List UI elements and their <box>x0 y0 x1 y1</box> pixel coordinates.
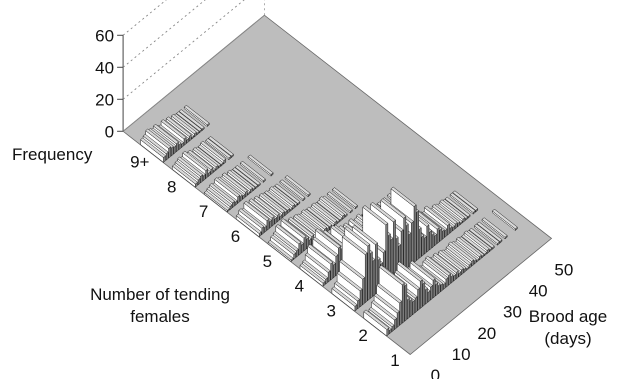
x-tick-label: 2 <box>358 326 367 345</box>
y-tick-label: 10 <box>452 345 471 364</box>
z-gridline <box>122 14 265 132</box>
x-tick-label: 7 <box>199 202 208 221</box>
z-tick-label: 20 <box>95 90 114 109</box>
bar <box>284 175 311 198</box>
x-tick-label: 3 <box>326 301 335 320</box>
y-tick-label: 0 <box>431 366 440 379</box>
bar <box>267 239 294 263</box>
bar <box>299 263 326 287</box>
z-tick-label: 0 <box>105 122 114 141</box>
bar <box>331 286 358 312</box>
x-axis-label-line2: females <box>130 307 190 326</box>
x-tick-label: 5 <box>263 252 272 271</box>
axis-labels: Frequency Number of tending females Broo… <box>12 145 607 348</box>
bar <box>326 191 353 214</box>
x-tick-label: 1 <box>390 351 399 370</box>
bar <box>481 217 508 240</box>
bar <box>449 192 476 215</box>
bar <box>235 213 262 238</box>
bar <box>239 160 266 183</box>
z-gridline <box>122 0 167 36</box>
bar <box>183 104 210 128</box>
z-tick-label: 60 <box>95 26 114 45</box>
bars-group <box>140 104 518 337</box>
y-tick-label: 40 <box>529 282 548 301</box>
bar <box>203 190 230 213</box>
z-tick-label: 40 <box>95 58 114 77</box>
z-gridline <box>122 0 245 100</box>
x-tick-label: 9+ <box>130 153 149 172</box>
y-tick-label: 50 <box>554 260 573 279</box>
bar <box>279 179 306 202</box>
y-tick-label: 20 <box>477 324 496 343</box>
x-tick-label: 4 <box>295 277 304 296</box>
bar <box>363 309 390 337</box>
back-walls <box>117 0 265 132</box>
z-axis-label: Frequency <box>12 145 93 164</box>
tick-labels: 0 20 40 60 1 2 3 4 5 6 7 8 9+ 0 10 20 30 40 50 <box>95 26 573 379</box>
y-tick-label: 30 <box>503 303 522 322</box>
bar <box>491 208 518 232</box>
x-axis-label-line1: Number of tending <box>90 285 230 304</box>
bar <box>140 137 166 163</box>
bar <box>205 138 232 161</box>
z-gridline <box>122 0 206 68</box>
bar <box>171 163 198 188</box>
bar <box>247 154 274 177</box>
x-tick-label: 8 <box>167 177 176 196</box>
y-axis-label-line2: (days) <box>544 329 591 348</box>
bar <box>473 223 500 246</box>
x-tick-label: 6 <box>231 227 240 246</box>
y-axis-label-line1: Brood age <box>529 307 607 326</box>
bar <box>332 187 358 210</box>
